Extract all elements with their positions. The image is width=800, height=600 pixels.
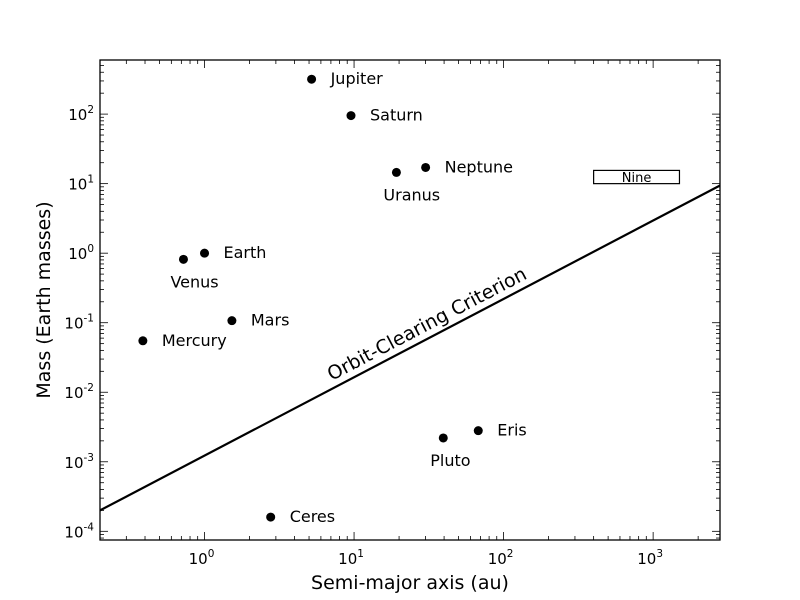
label-uranus: Uranus (383, 185, 440, 204)
label-venus: Venus (170, 272, 218, 291)
x-tick-label: 103 (637, 548, 663, 568)
label-saturn: Saturn (370, 106, 423, 125)
label-pluto: Pluto (430, 451, 470, 470)
y-tick-label: 101 (68, 174, 94, 194)
y-tick-label: 10-1 (64, 313, 94, 333)
point-mercury (138, 336, 148, 346)
point-neptune (421, 162, 431, 172)
y-tick-label: 10-3 (64, 452, 94, 472)
point-venus (178, 254, 188, 264)
points-layer: Mercury Venus Earth Mars Ceres Jupiter Saturn U… (138, 69, 527, 526)
orbit-clearing-line (99, 184, 721, 512)
label-eris: Eris (497, 421, 526, 440)
label-earth: Earth (224, 243, 267, 262)
point-uranus (391, 167, 401, 177)
x-axis-label: Semi-major axis (au) (311, 572, 509, 594)
plot-frame (99, 59, 721, 541)
label-ceres: Ceres (290, 507, 335, 526)
point-pluto (438, 433, 448, 443)
label-jupiter: Jupiter (330, 69, 384, 88)
nine-region-box (593, 169, 681, 185)
point-eris (473, 426, 483, 436)
label-mars: Mars (251, 311, 290, 330)
point-saturn (346, 111, 356, 121)
y-tick-label: 100 (68, 243, 94, 263)
point-jupiter (307, 74, 317, 84)
ticks-layer: 100 101 102 103 10-4 10-3 10-2 10-1 100 101 102 (64, 59, 720, 568)
x-tick-label: 101 (338, 548, 364, 568)
y-tick-label: 10-4 (64, 521, 94, 541)
plot-area-background (100, 60, 720, 540)
point-mars (227, 316, 237, 326)
y-tick-label: 10-2 (64, 382, 94, 402)
y-axis-label: Mass (Earth masses) (33, 201, 55, 398)
label-mercury: Mercury (162, 331, 227, 350)
x-tick-label: 102 (488, 548, 514, 568)
point-ceres (266, 512, 276, 522)
x-tick-label: 100 (189, 548, 215, 568)
region-box-layer: Nine (593, 169, 681, 186)
label-neptune: Neptune (445, 157, 513, 176)
y-tick-label: 102 (68, 104, 94, 124)
point-earth (200, 248, 210, 258)
nine-region-label: Nine (622, 171, 652, 186)
